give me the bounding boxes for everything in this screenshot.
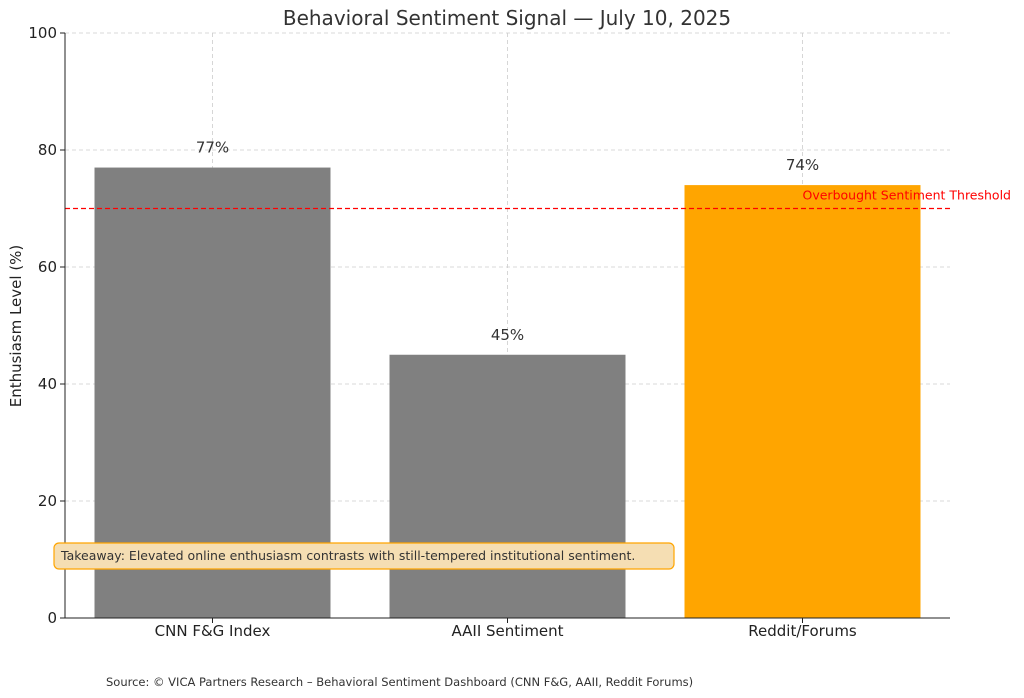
value-labels: 77% 45% 74%: [196, 139, 819, 344]
y-tick-label: 100: [28, 24, 57, 42]
chart-title: Behavioral Sentiment Signal — July 10, 2…: [283, 6, 731, 30]
bar-value-label: 74%: [786, 156, 819, 174]
bar: [389, 354, 626, 618]
x-tick-labels: CNN F&G Index AAII Sentiment Reddit/Forums: [155, 618, 857, 640]
threshold-group: Overbought Sentiment Threshold: [65, 188, 1012, 210]
source-note: Source: © VICA Partners Research – Behav…: [106, 675, 693, 689]
takeaway-annotation: Takeaway: Elevated online enthusiasm con…: [53, 542, 675, 570]
x-tick-label: AAII Sentiment: [451, 622, 563, 640]
y-tick-label: 60: [38, 258, 57, 276]
takeaway-box: [53, 542, 675, 570]
y-axis-label: Enthusiasm Level (%): [7, 245, 25, 408]
bar: [684, 185, 921, 618]
y-tick-label: 40: [38, 375, 57, 393]
y-tick-label: 80: [38, 141, 57, 159]
y-tick-labels: 0 20 40 60 80 100: [28, 24, 65, 627]
y-tick-label: 0: [47, 609, 57, 627]
threshold-label: Overbought Sentiment Threshold: [803, 188, 1012, 203]
x-tick-label: Reddit/Forums: [748, 622, 857, 640]
bar-value-label: 77%: [196, 139, 229, 157]
bar-value-label: 45%: [491, 326, 524, 344]
y-tick-label: 20: [38, 492, 57, 510]
x-tick-label: CNN F&G Index: [155, 622, 271, 640]
takeaway-text: Takeaway: Elevated online enthusiasm con…: [60, 548, 635, 563]
